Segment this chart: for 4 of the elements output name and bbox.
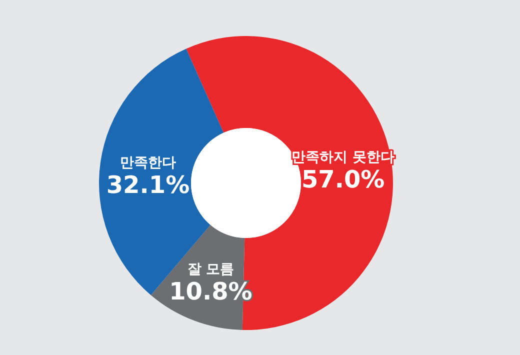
data-label: 32.1% xyxy=(106,170,190,199)
data-label: 57.0% xyxy=(301,166,385,194)
slice-label: 만족한다 xyxy=(120,154,176,171)
slice-label: 잘 모름 xyxy=(187,262,234,278)
